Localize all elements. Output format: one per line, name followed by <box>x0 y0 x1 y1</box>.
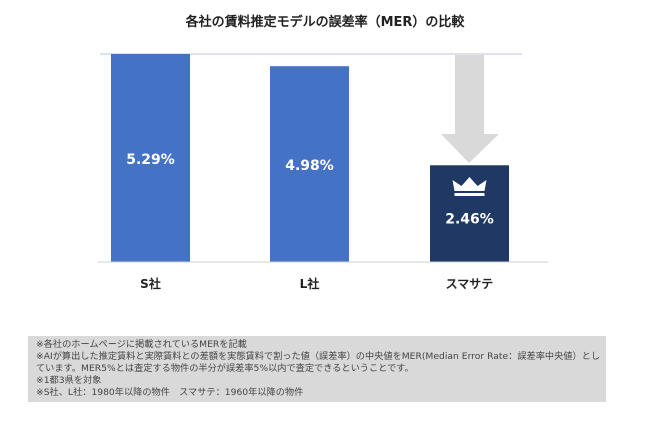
data-label: 2.46% <box>445 211 494 227</box>
category-label: スマサテ <box>446 277 494 291</box>
crown-icon <box>452 177 487 196</box>
category-label: S社 <box>140 276 161 291</box>
bar <box>111 54 190 262</box>
bar <box>270 66 349 263</box>
chart-title: 各社の賃料推定モデルの誤差率（MER）の比較 <box>185 15 465 30</box>
bar-chart: 5.29% S社 4.98% L社 2.46% スマサテ <box>98 53 548 291</box>
footnote-box: ※各社のホームページに掲載されているMERを記載 ※AIが算出した推定賃料と実際… <box>28 336 606 402</box>
note-line: ※AIが算出した推定賃料と実際賃料との差額を実態賃料で割った値（誤差率）の中央値… <box>36 351 601 374</box>
data-label: 5.29% <box>126 152 175 168</box>
note-line: ※各社のホームページに掲載されているMERを記載 <box>36 339 247 350</box>
down-arrow-icon <box>441 55 499 163</box>
data-label: 4.98% <box>285 158 334 174</box>
note-line: ※1都3県を対象 <box>36 375 102 386</box>
note-line: ※S社、L社：1980年以降の物件 スマサテ：1960年以降の物件 <box>36 387 304 398</box>
category-label: L社 <box>300 276 320 291</box>
